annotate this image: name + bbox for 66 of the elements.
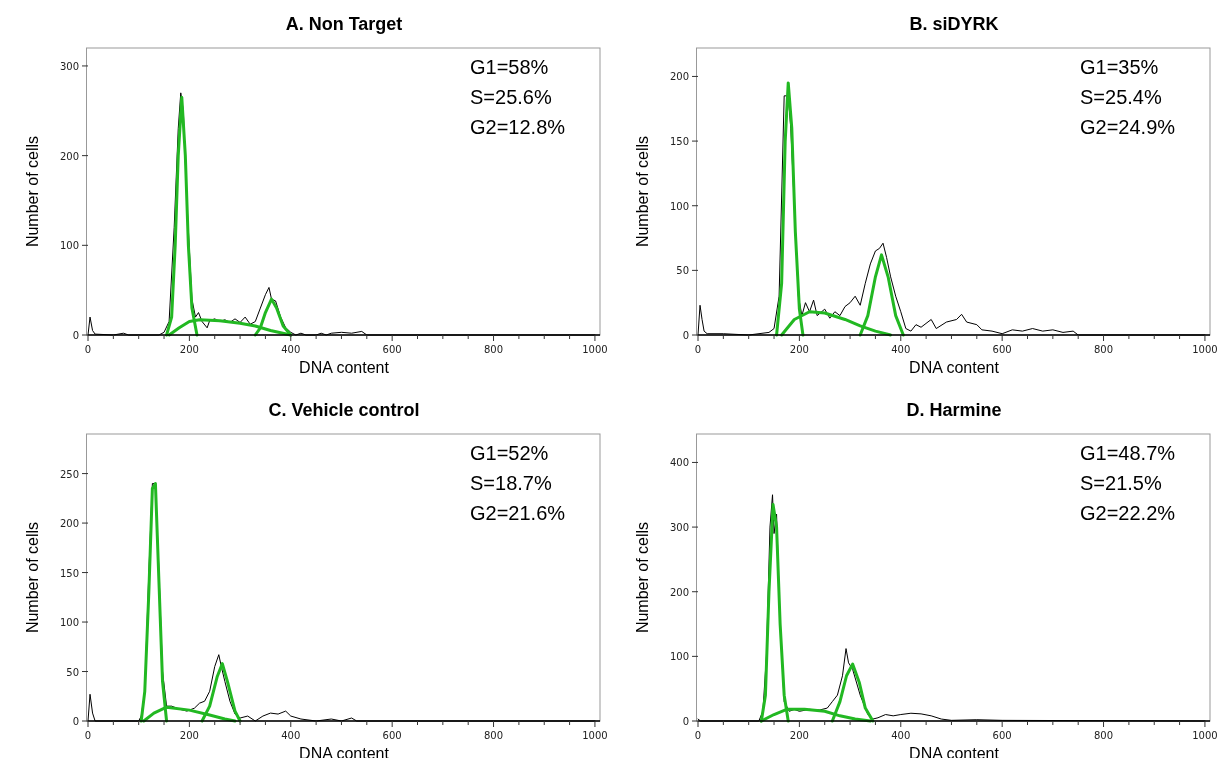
y-axis-title: Number of cells	[634, 135, 651, 248]
x-tick-label: 800	[1094, 730, 1114, 741]
y-tick-label: 0	[682, 330, 689, 341]
y-tick-label: 250	[59, 468, 79, 480]
x-tick-label: 600	[382, 730, 402, 741]
y-tick-label: 100	[669, 651, 689, 663]
y-tick-label: 0	[72, 330, 79, 341]
y-axis-title: Number of cells	[24, 521, 41, 634]
chart-title: D. Harmine	[906, 400, 1002, 420]
x-tick-label: 200	[789, 730, 809, 741]
y-tick-label: 100	[59, 240, 79, 252]
x-tick-label: 1000	[582, 344, 608, 355]
y-tick-label: 100	[669, 200, 689, 212]
y-tick-label: 300	[669, 522, 689, 534]
chart-title: A. Non Target	[285, 14, 403, 34]
y-axis-title: Number of cells	[24, 135, 41, 248]
x-tick-label: 200	[179, 344, 199, 355]
chart-title: C. Vehicle control	[268, 400, 420, 420]
chart-title: B. siDYRK	[909, 14, 999, 34]
y-tick-label: 400	[669, 457, 689, 469]
x-tick-label: 1000	[1192, 344, 1218, 355]
annotation: G2=22.2%	[1080, 502, 1176, 524]
x-tick-label: 400	[891, 730, 911, 741]
y-tick-label: 200	[669, 586, 689, 598]
annotation: G1=52%	[470, 442, 549, 464]
y-tick-label: 100	[59, 617, 79, 629]
annotation: G1=58%	[470, 56, 549, 78]
y-tick-label: 200	[669, 71, 689, 83]
x-axis-title: DNA content	[299, 359, 390, 376]
annotation: G1=35%	[1080, 56, 1159, 78]
annotation: S=25.6%	[470, 86, 552, 108]
x-tick-label: 600	[992, 344, 1012, 355]
y-tick-label: 200	[59, 518, 79, 530]
x-tick-label: 600	[382, 344, 402, 355]
y-tick-label: 0	[72, 716, 79, 727]
x-tick-label: 400	[281, 730, 301, 741]
x-tick-label: 200	[789, 344, 809, 355]
annotation: G1=48.7%	[1080, 442, 1176, 464]
y-tick-label: 0	[682, 716, 689, 727]
x-tick-label: 800	[484, 730, 504, 741]
x-tick-label: 1000	[582, 730, 608, 741]
x-tick-label: 200	[179, 730, 199, 741]
x-tick-label: 400	[281, 344, 301, 355]
annotation: S=18.7%	[470, 472, 552, 494]
x-axis-title: DNA content	[909, 359, 1000, 376]
x-tick-label: 400	[891, 344, 911, 355]
x-tick-label: 0	[84, 730, 92, 741]
x-tick-label: 0	[84, 344, 92, 355]
x-tick-label: 600	[992, 730, 1012, 741]
x-tick-label: 800	[1094, 344, 1114, 355]
x-tick-label: 1000	[1192, 730, 1218, 741]
y-tick-label: 150	[669, 136, 689, 148]
annotation: G2=12.8%	[470, 116, 566, 138]
y-tick-label: 150	[59, 567, 79, 579]
x-tick-label: 0	[694, 730, 702, 741]
y-axis-title: Number of cells	[634, 521, 651, 634]
annotation: G2=24.9%	[1080, 116, 1176, 138]
y-tick-label: 50	[66, 666, 79, 678]
x-tick-label: 0	[694, 344, 702, 355]
x-tick-label: 800	[484, 344, 504, 355]
annotation: S=25.4%	[1080, 86, 1162, 108]
y-tick-label: 200	[59, 150, 79, 162]
annotation: S=21.5%	[1080, 472, 1162, 494]
y-tick-label: 50	[676, 265, 689, 277]
annotation: G2=21.6%	[470, 502, 566, 524]
y-tick-label: 300	[59, 60, 79, 72]
